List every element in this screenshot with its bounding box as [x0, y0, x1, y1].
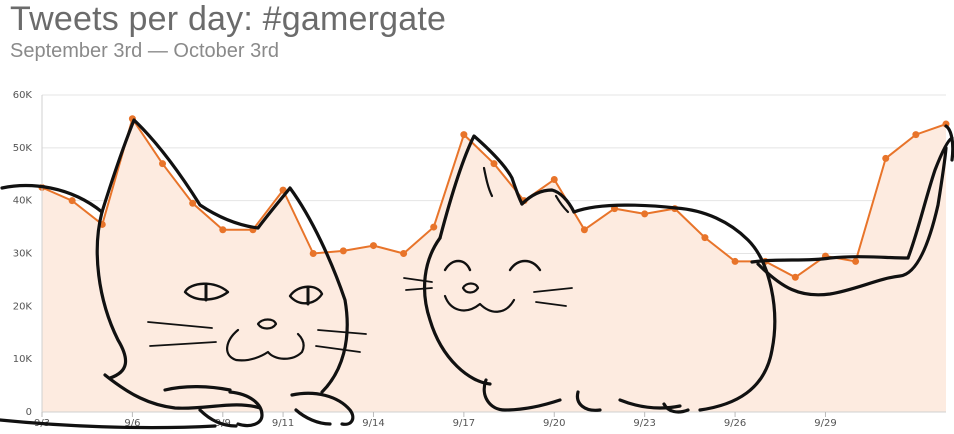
data-point[interactable]	[369, 242, 377, 250]
y-tick-label: 10K	[13, 354, 33, 365]
data-point[interactable]	[731, 257, 739, 265]
data-point[interactable]	[641, 210, 649, 218]
x-tick-label: 9/26	[724, 418, 746, 429]
data-point[interactable]	[912, 131, 920, 139]
left-cat-sketch	[0, 118, 367, 430]
data-point[interactable]	[460, 131, 468, 139]
x-tick-label: 9/23	[633, 418, 655, 429]
data-point[interactable]	[791, 273, 799, 281]
right-cat-sketch	[403, 124, 954, 414]
data-point[interactable]	[159, 160, 167, 168]
y-tick-label: 60K	[13, 90, 33, 101]
y-tick-label: 30K	[13, 249, 33, 260]
data-point[interactable]	[189, 199, 197, 207]
x-tick-label: 9/6	[124, 418, 140, 429]
data-point[interactable]	[430, 223, 438, 231]
data-point[interactable]	[339, 247, 347, 255]
y-tick-label: 50K	[13, 143, 33, 154]
data-point[interactable]	[882, 154, 890, 162]
data-point[interactable]	[400, 250, 408, 257]
data-point[interactable]	[701, 234, 709, 242]
data-point[interactable]	[279, 186, 287, 194]
data-point[interactable]	[219, 226, 227, 234]
x-tick-label: 9/20	[543, 418, 565, 429]
x-tick-label: 9/14	[362, 418, 384, 429]
y-tick-label: 20K	[13, 301, 33, 312]
chart-title: Tweets per day: #gamergate	[10, 0, 447, 38]
x-tick-label: 9/17	[453, 418, 475, 429]
area-shape	[42, 118, 946, 413]
x-tick-label: 9/29	[814, 418, 836, 429]
chart-subtitle: September 3rd — October 3rd	[10, 40, 280, 62]
data-point[interactable]	[580, 226, 588, 234]
cat-doodles	[0, 118, 954, 430]
data-point[interactable]	[490, 160, 498, 168]
area-fill	[42, 118, 946, 413]
x-tick-label: 9/11	[272, 418, 294, 429]
data-point[interactable]	[309, 250, 317, 257]
data-point[interactable]	[550, 176, 558, 184]
data-point[interactable]	[852, 257, 860, 265]
y-tick-label: 0	[26, 407, 32, 418]
data-point[interactable]	[68, 197, 76, 205]
y-tick-label: 40K	[13, 196, 33, 207]
